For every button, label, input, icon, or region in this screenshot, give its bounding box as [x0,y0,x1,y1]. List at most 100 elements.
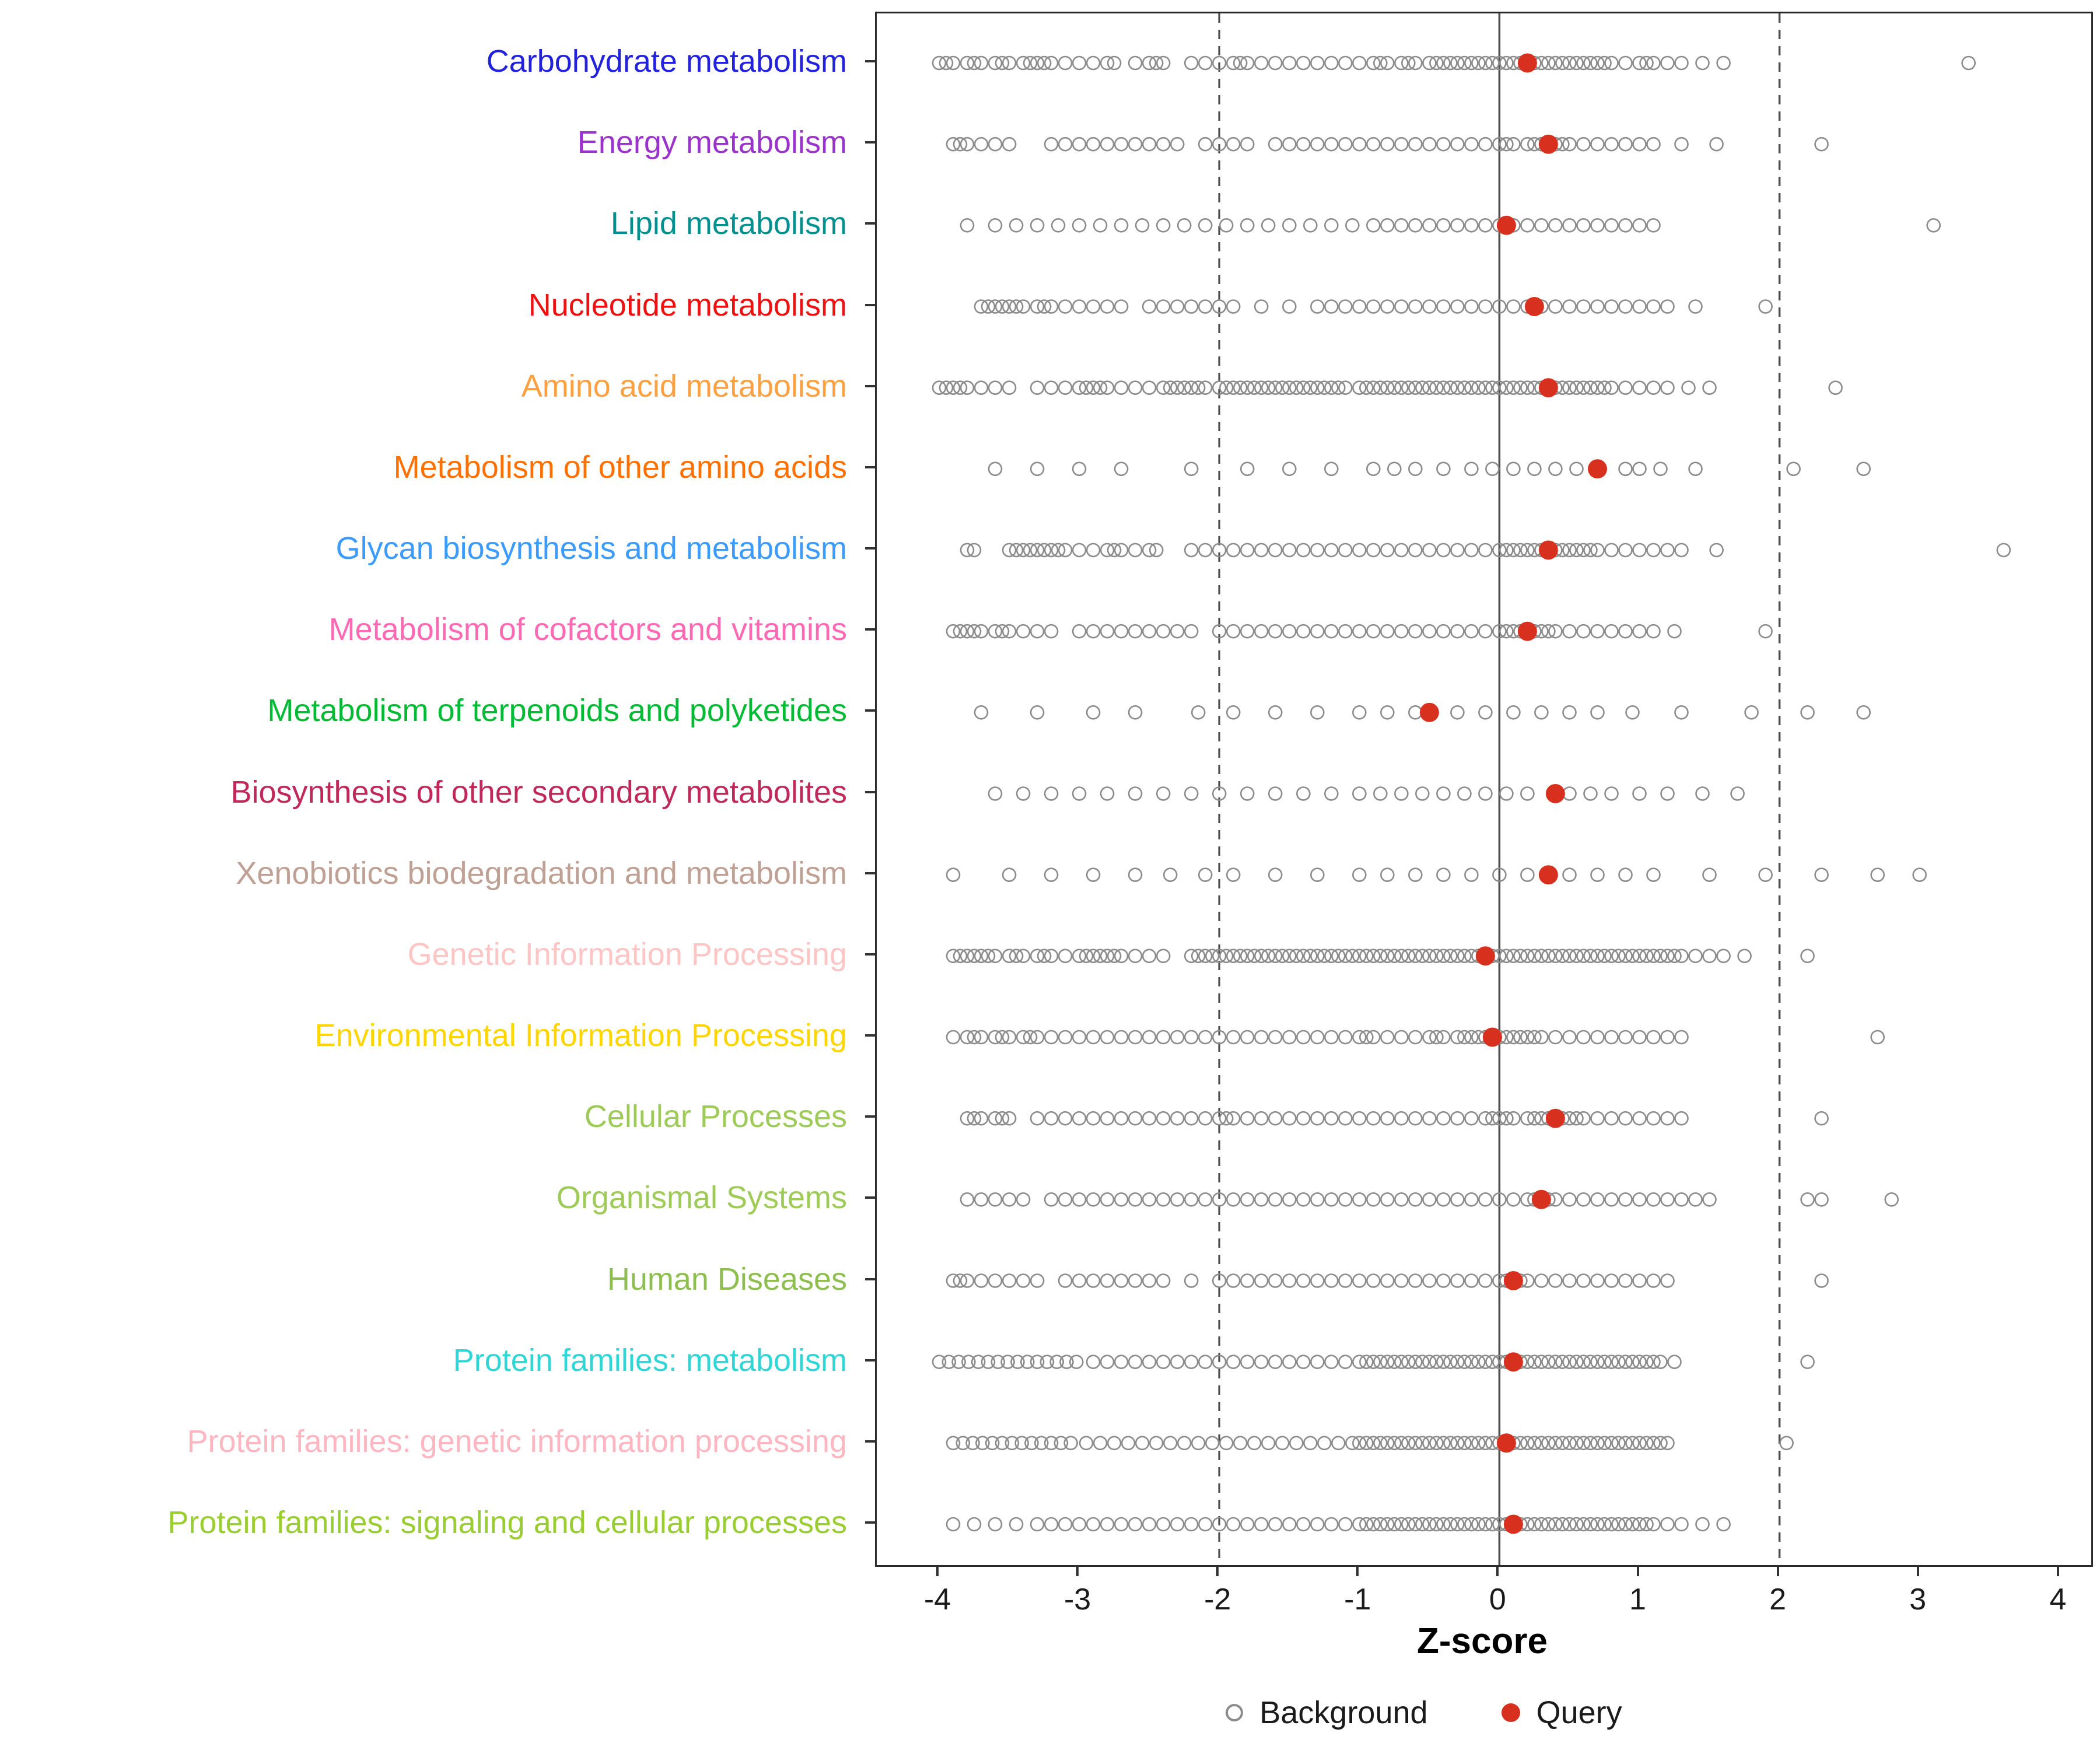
y-axis-tick [865,1196,876,1199]
category-label: Metabolism of cofactors and vitamins [328,612,847,648]
x-axis-tick [936,1566,939,1576]
x-axis-tick [1496,1566,1499,1576]
background-points [974,705,1871,720]
y-axis-tick [865,1521,876,1524]
y-axis-tick [865,303,876,306]
query-point [1503,1271,1523,1290]
background-points [974,299,1773,314]
y-axis-tick [865,60,876,62]
x-tick-label: -4 [923,1583,951,1616]
x-tick-label: 1 [1629,1583,1646,1616]
query-point [1545,1108,1565,1128]
category-label: Biosynthesis of other secondary metaboli… [230,774,847,810]
query-point [1503,1352,1523,1372]
y-axis-tick [865,1034,876,1037]
x-axis-tick [2056,1566,2059,1576]
y-axis-tick [865,872,876,874]
plot-area [932,13,2011,1565]
background-points [932,55,1976,71]
background-points [946,949,1815,964]
x-tick-label: 0 [1489,1583,1506,1616]
x-tick-label: 3 [1909,1583,1927,1616]
y-axis-tick [865,790,876,793]
x-tick-label: -2 [1204,1583,1231,1616]
category-label: Organismal Systems [556,1180,847,1216]
x-tick-label: -1 [1344,1583,1371,1616]
y-axis-tick [865,222,876,225]
background-points [988,461,1871,477]
query-point [1538,134,1558,154]
x-axis-tick [1076,1566,1079,1576]
category-label: Protein families: metabolism [453,1342,847,1378]
category-label: Metabolism of terpenoids and polyketides [267,693,847,729]
plot-panel [875,12,2093,1567]
category-label: Xenobiotics biodegradation and metabolis… [236,855,847,891]
category-label: Protein families: signaling and cellular… [167,1505,847,1540]
background-points [960,1111,1829,1126]
category-label: Glycan biosynthesis and metabolism [335,531,847,566]
x-axis-title: Z-score [1417,1621,1548,1661]
y-axis-tick [865,628,876,631]
category-label: Protein families: genetic information pr… [187,1423,847,1459]
legend-label-background: Background [1259,1695,1428,1730]
background-points [946,1273,1829,1288]
x-tick-label: 4 [2049,1583,2067,1616]
category-label: Energy metabolism [577,125,847,160]
query-point [1496,1433,1516,1453]
y-axis-tick [865,547,876,550]
query-point [1545,784,1565,803]
query-point [1538,378,1558,398]
category-label: Human Diseases [607,1261,847,1297]
background-points [946,624,1773,639]
category-label: Cellular Processes [584,1099,847,1135]
category-label: Genetic Information Processing [407,936,847,972]
background-points [946,136,1829,152]
y-axis-tick [865,141,876,144]
x-tick-label: 2 [1769,1583,1787,1616]
background-points [932,380,1843,396]
background-points [932,1354,1815,1369]
category-label: Carbohydrate metabolism [486,44,847,79]
query-point [1588,459,1607,479]
category-label: Metabolism of other amino acids [393,449,847,485]
category-label: Environmental Information Processing [314,1018,847,1053]
background-legend-icon [1226,1704,1244,1721]
y-axis-tick [865,1359,876,1362]
category-label: Lipid metabolism [610,206,847,242]
query-point [1531,1189,1551,1209]
query-legend-icon [1501,1703,1520,1722]
y-axis-tick [865,1278,876,1280]
legend: Background Query [817,1695,2031,1731]
background-points [946,1030,1885,1045]
query-point [1517,53,1537,73]
x-axis-tick [1216,1566,1219,1576]
y-axis-tick [865,953,876,956]
x-tick-label: -3 [1063,1583,1091,1616]
query-point [1419,702,1439,722]
background-points [946,1436,1794,1451]
y-axis-tick [865,384,876,387]
background-points [960,542,2011,558]
category-label: Amino acid metabolism [521,368,847,404]
query-point [1482,1027,1502,1047]
background-points [946,1517,1731,1532]
background-points [988,786,1745,801]
query-point [1496,215,1516,235]
y-axis-tick [865,709,876,712]
query-point [1538,540,1558,560]
x-axis-tick [1636,1566,1639,1576]
query-point [1517,621,1537,641]
query-point [1524,297,1544,316]
y-axis-tick [865,1440,876,1443]
query-point [1503,1514,1523,1534]
legend-label-query: Query [1536,1695,1622,1730]
query-point [1538,865,1558,885]
background-points [960,218,1941,233]
background-points [946,867,1927,882]
y-axis-tick [865,466,876,468]
category-label: Nucleotide metabolism [528,287,847,323]
x-axis-tick [1356,1566,1359,1576]
background-points [960,1192,1899,1207]
x-axis-tick [1776,1566,1779,1576]
